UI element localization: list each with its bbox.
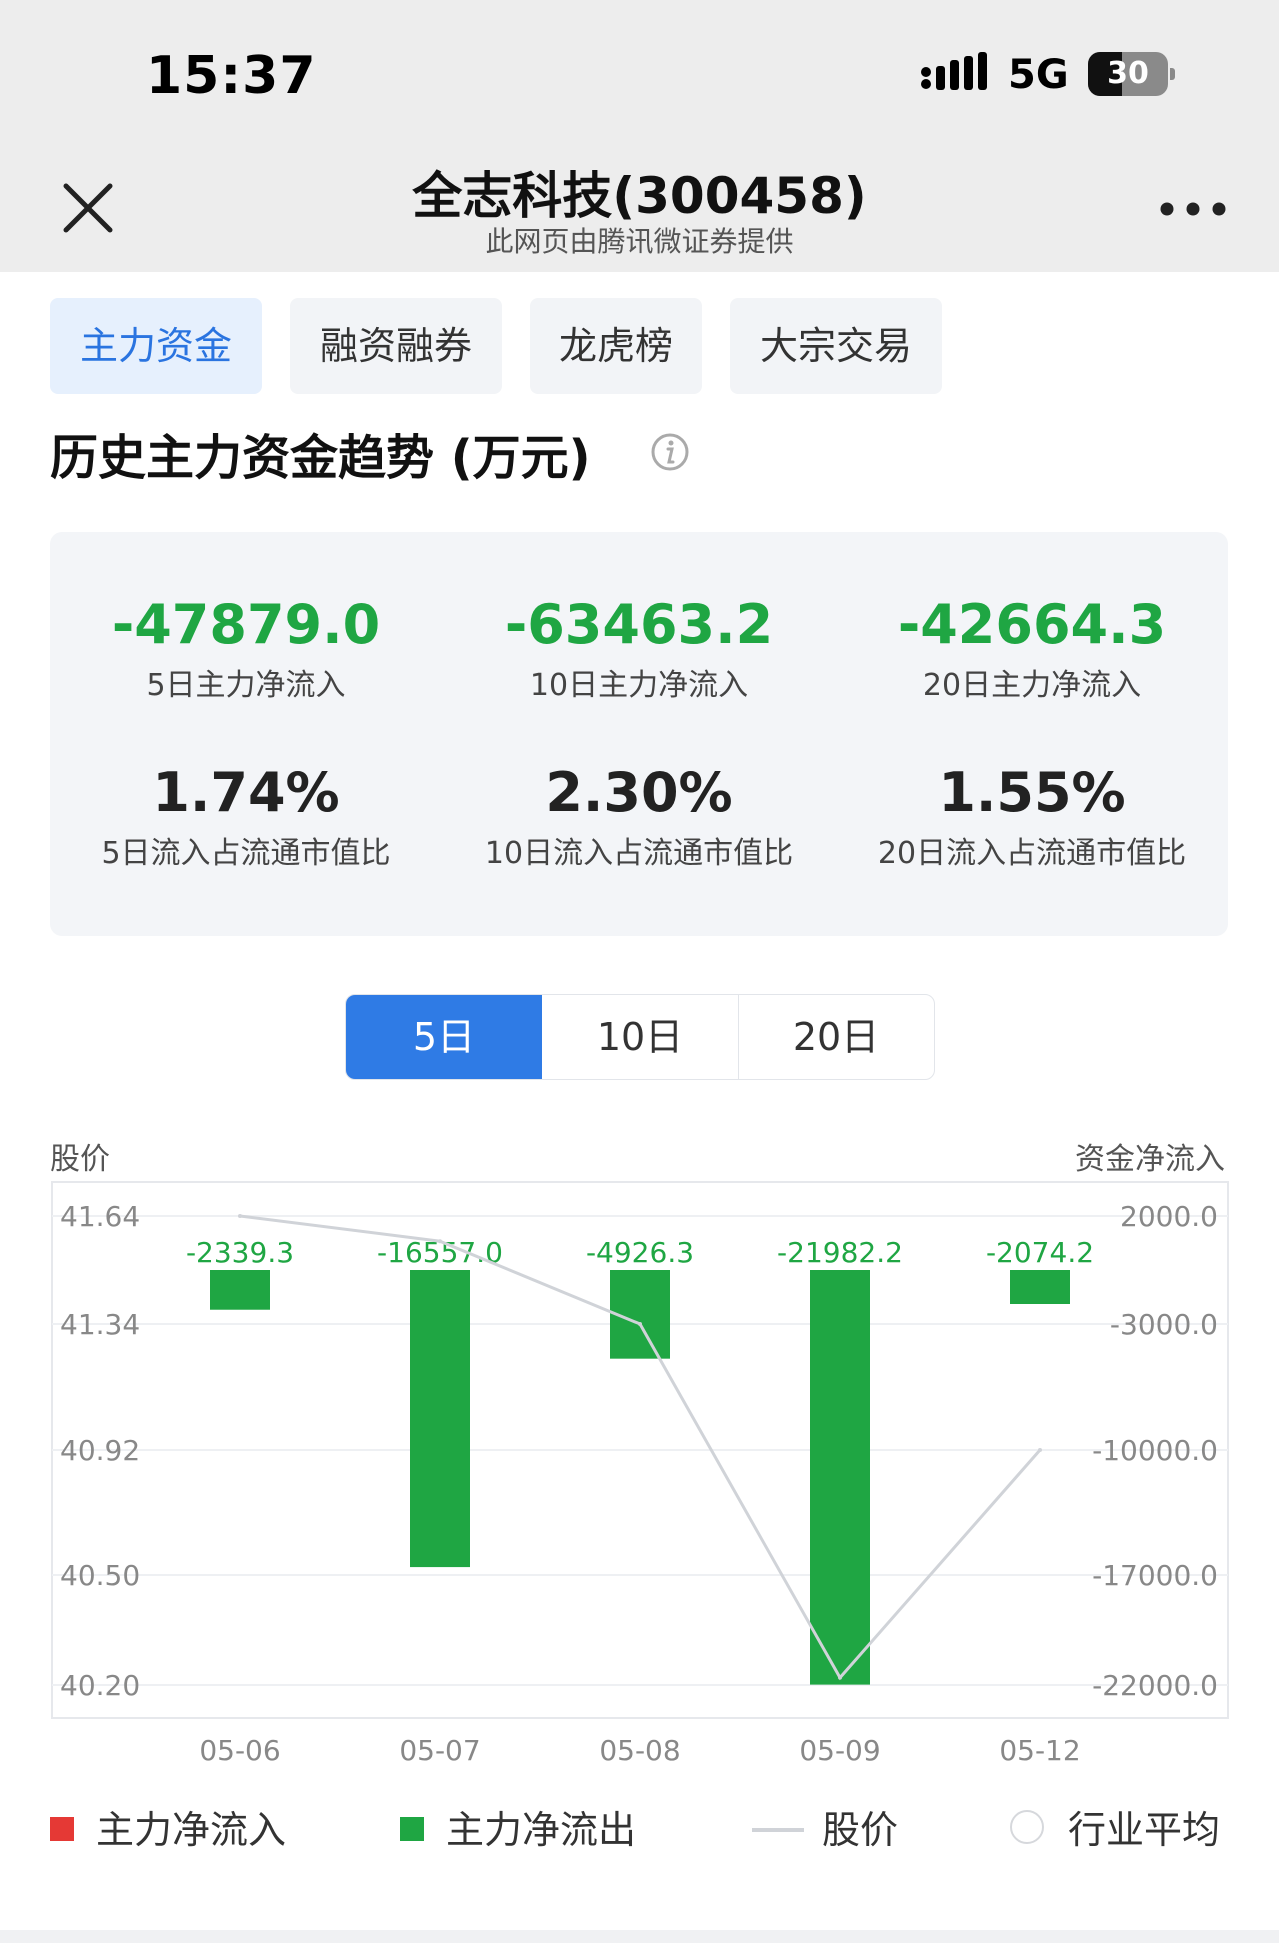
right-axis-tick-label: -17000.0 [1092,1559,1218,1592]
period-selector: 5日 10日 20日 [345,994,935,1080]
stat-5d-net-inflow: -47879.0 5日主力净流入 [50,592,442,704]
price-point [638,1322,642,1326]
legend-label: 主力净流入 [96,1808,287,1852]
legend-green-square-icon [400,1817,424,1841]
right-axis-tick-label: -10000.0 [1092,1434,1218,1467]
chart-legend: 主力净流入 主力净流出 股价 行业平均 [0,1800,1279,1860]
stat-20d-ratio: 1.55% 20日流入占流通市值比 [836,760,1228,872]
legend-circle-icon [1010,1810,1044,1844]
page-title: 全志科技(300458) [412,167,867,225]
page-subtitle: 此网页由腾讯微证券提供 [485,225,794,258]
stat-10d-net-inflow: -63463.2 10日主力净流入 [443,592,835,704]
right-axis-tick-label: -3000.0 [1110,1308,1218,1341]
tab-margin-trading[interactable]: 融资融券 [290,298,502,394]
bar-data-label: -21982.2 [777,1236,903,1269]
x-axis-tick-label: 05-08 [599,1734,680,1767]
bar-data-label: -2339.3 [186,1236,294,1269]
stat-label: 5日流入占流通市值比 [101,836,391,871]
stat-label: 20日流入占流通市值比 [877,836,1187,871]
period-20d-button[interactable]: 20日 [792,1015,880,1059]
battery-level: 30 [1107,56,1149,91]
left-axis-tick-label: 40.20 [60,1669,140,1702]
price-point [438,1239,442,1244]
left-axis-tick-label: 40.92 [60,1434,140,1467]
x-axis-tick-label: 05-07 [399,1734,480,1767]
right-axis-title: 资金净流入 [1075,1142,1225,1177]
tab-main-funds[interactable]: 主力资金 [50,298,262,394]
stat-label: 5日主力净流入 [146,668,346,703]
price-point [238,1214,242,1218]
legend-item-price[interactable]: 股价 [752,1800,952,1860]
price-point [1038,1448,1042,1452]
stat-10d-ratio: 2.30% 10日流入占流通市值比 [443,760,835,872]
legend-label: 行业平均 [1068,1808,1221,1852]
x-axis-tick-label: 05-06 [199,1734,280,1767]
left-axis-tick-label: 40.50 [60,1559,140,1592]
status-time: 15:37 [146,46,317,106]
period-5d-button[interactable]: 5日 [346,995,542,1079]
legend-label: 股价 [822,1808,899,1852]
left-axis-tick-label: 41.34 [60,1308,140,1341]
legend-item-industry-avg[interactable]: 行业平均 [1010,1800,1240,1860]
status-bar: 15:37 5G 30 [0,0,1279,150]
period-10d-button[interactable]: 10日 [596,1015,684,1059]
left-axis-tick-label: 41.64 [60,1200,140,1233]
stat-value: -63463.2 [504,593,774,656]
divider [738,995,739,1079]
stat-5d-ratio: 1.74% 5日流入占流通市值比 [50,760,442,872]
bar-net-outflow [210,1270,270,1310]
x-axis-tick-label: 05-09 [799,1734,880,1767]
network-type: 5G [1008,52,1069,98]
signal-icon [921,52,987,90]
stat-value: 1.74% [152,761,340,824]
tab-block-trade[interactable]: 大宗交易 [730,298,942,394]
bar-net-outflow [810,1270,870,1685]
close-icon[interactable] [60,180,116,236]
bar-data-label: -4926.3 [586,1236,694,1269]
section-title: 历史主力资金趋势 (万元) [50,430,591,486]
stat-20d-net-inflow: -42664.3 20日主力净流入 [836,592,1228,704]
right-axis-tick-label: -22000.0 [1092,1669,1218,1702]
bar-net-outflow [410,1270,470,1568]
more-icon[interactable] [1160,202,1226,216]
stat-value: -47879.0 [111,593,381,656]
legend-item-outflow[interactable]: 主力净流出 [400,1800,660,1860]
legend-line-icon [752,1828,804,1832]
right-axis-tick-label: 2000.0 [1120,1200,1218,1233]
fund-flow-chart: 41.64 2000.0 41.34 -3000.0 40.92 -10000.0 40.5… [51,1181,1229,1767]
stat-value: 2.30% [545,761,733,824]
stat-value: 1.55% [938,761,1126,824]
battery-icon: 30 [1088,52,1175,96]
stat-label: 10日主力净流入 [529,668,749,703]
legend-label: 主力净流出 [446,1808,637,1852]
info-icon[interactable] [650,432,690,472]
left-axis-title: 股价 [50,1142,110,1177]
price-point [838,1675,842,1680]
bottom-divider [0,1930,1279,1943]
stats-card: -47879.0 5日主力净流入 -63463.2 10日主力净流入 -4266… [50,532,1228,936]
stat-value: -42664.3 [897,593,1167,656]
navigation-bar: 全志科技(300458) 此网页由腾讯微证券提供 [0,150,1279,272]
stat-label: 10日流入占流通市值比 [484,836,794,871]
stat-label: 20日主力净流入 [922,668,1142,703]
legend-red-square-icon [50,1817,74,1841]
x-axis-tick-label: 05-12 [999,1734,1080,1767]
legend-item-inflow[interactable]: 主力净流入 [50,1800,310,1860]
bar-net-outflow [1010,1270,1070,1305]
tab-dragon-tiger[interactable]: 龙虎榜 [530,298,702,394]
bar-data-label: -2074.2 [986,1236,1094,1269]
